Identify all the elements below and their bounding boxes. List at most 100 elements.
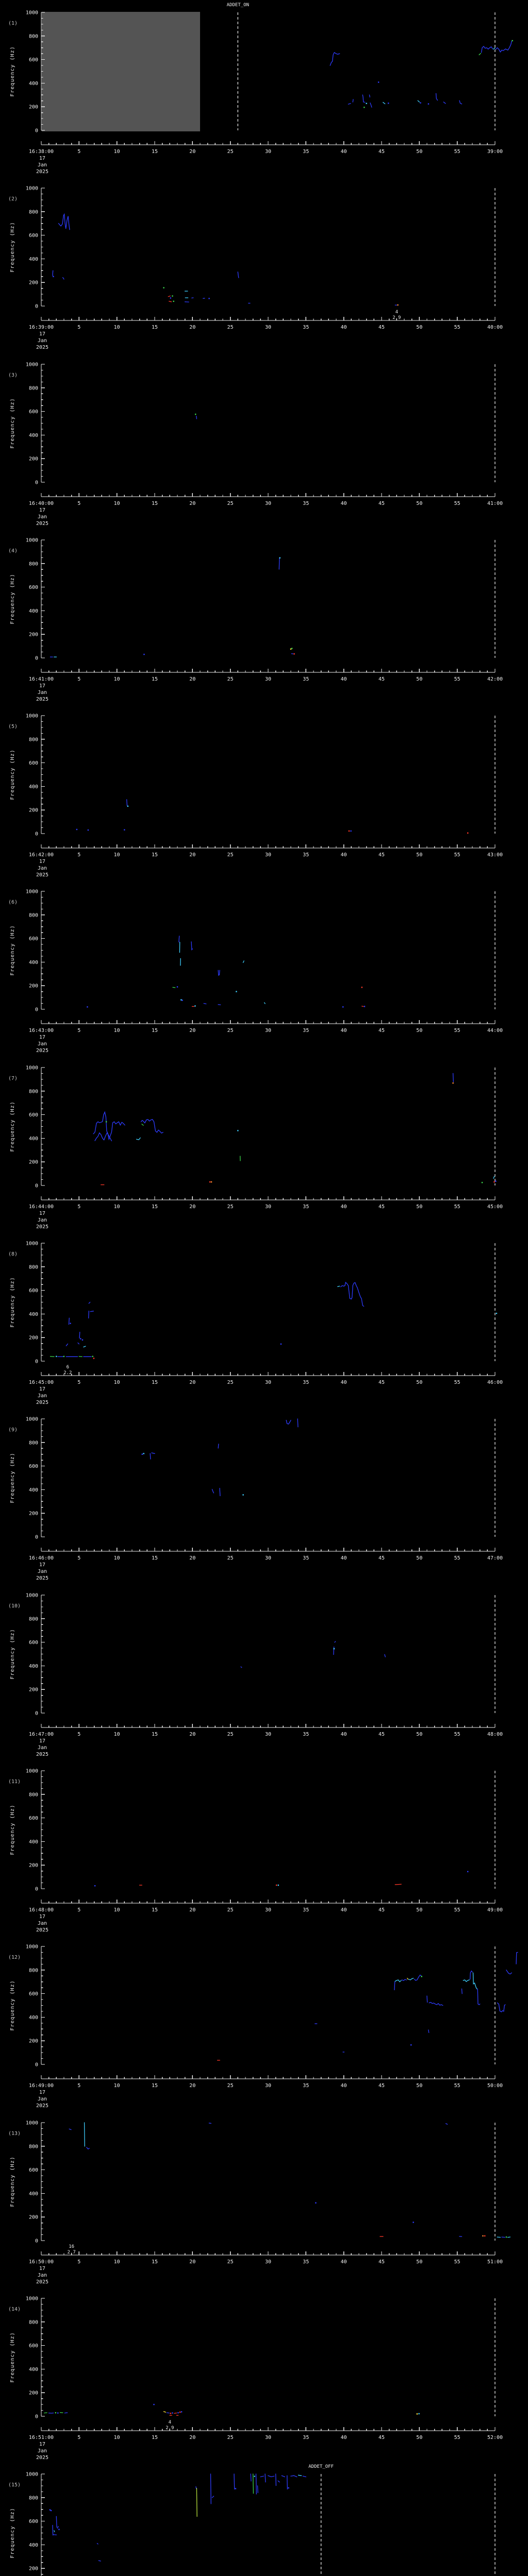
detection-trace [211, 2496, 214, 2498]
detections [44, 2403, 420, 2416]
x-tick-label: 55 [454, 1732, 460, 1737]
detection-trace [298, 2475, 302, 2477]
y-tick-label: 800 [29, 1616, 38, 1622]
detection-dot [53, 276, 54, 278]
y-tick-label: 200 [29, 632, 38, 638]
y-axis-title: Frequency (Hz) [10, 222, 15, 273]
event-count-label: 4 [169, 2420, 171, 2425]
x-tick-label: 35 [303, 325, 309, 330]
y-axis-title: Frequency (Hz) [10, 398, 15, 448]
detection-dot [421, 1976, 422, 1977]
axis-date-line: 2025 [36, 697, 48, 702]
detection-trace [168, 295, 171, 297]
x-tick-label: 30 [265, 2083, 271, 2089]
detection-trace [260, 2476, 264, 2478]
detection-dot [93, 1358, 95, 1359]
x-tick-label: 55 [454, 2259, 460, 2265]
detection-trace [507, 2236, 511, 2238]
y-tick-label: 1000 [26, 186, 38, 192]
x-tick-label: 25 [227, 2435, 234, 2441]
y-tick-label: 1000 [26, 2120, 38, 2126]
axis-date-line: 17 [39, 1386, 45, 1392]
x-tick-label: 15 [152, 501, 158, 506]
x-tick-label: 20 [189, 1204, 195, 1210]
detection-dot [290, 648, 292, 650]
detection-dot [94, 1885, 96, 1887]
x-tick-label: 45 [378, 2435, 385, 2441]
panel-number-label: (15) [8, 2482, 21, 2488]
detection-dot [342, 1006, 344, 1008]
x-tick-label: 5 [77, 2083, 80, 2089]
detection-dot [176, 986, 178, 988]
x-tick-label: 50 [416, 676, 422, 682]
detection-trace [493, 1176, 495, 1179]
x-tick-label: 5 [77, 676, 80, 682]
y-tick-label: 600 [29, 937, 38, 942]
detection-dot [92, 1355, 93, 1358]
y-tick-label: 0 [35, 655, 38, 661]
panel-number-label: (2) [8, 196, 18, 202]
detection-trace [68, 1317, 70, 1325]
detection-dot [141, 1453, 143, 1455]
axis-date-line: Jan [38, 1569, 47, 1574]
x-tick-label: 50 [416, 1732, 422, 1737]
y-axis-title: Frequency (Hz) [10, 1980, 15, 2031]
detection-dot [484, 2235, 486, 2236]
y-tick-label: 0 [35, 1710, 38, 1716]
panel-number-label: (1) [8, 21, 18, 26]
detection-trace [218, 970, 220, 976]
detection-trace [408, 1978, 414, 1980]
detections [69, 2122, 511, 2238]
x-tick-label: 45 [378, 325, 385, 330]
detection-trace [62, 277, 64, 280]
detection-trace [497, 2002, 506, 2013]
y-tick-label: 0 [35, 1183, 38, 1189]
detection-dot [348, 830, 350, 832]
y-tick-label: 1000 [26, 537, 38, 543]
detection-dot [418, 2413, 420, 2414]
panel-svg-4: 0 200 400 600 800 1000 Frequency (Hz) (4) 16:41:… [8, 537, 503, 702]
y-tick-label: 200 [29, 2214, 38, 2220]
x-tick-label: 16:47:00 [29, 1732, 54, 1737]
x-tick-label: 10 [114, 325, 120, 330]
x-tick-label: 45 [378, 501, 385, 506]
detection-trace [370, 103, 372, 108]
detection-trace [290, 2475, 298, 2478]
detections [87, 936, 366, 1008]
y-tick-label: 400 [29, 257, 38, 262]
x-tick-label: 10 [114, 2435, 120, 2441]
y-tick-label: 400 [29, 960, 38, 965]
x-tick-label: 5 [77, 1555, 80, 1561]
detection-trace [65, 1343, 69, 1347]
axis-date-line: 2025 [36, 1927, 48, 1933]
detection-dot [143, 653, 145, 655]
y-tick-label: 800 [29, 561, 38, 567]
detection-dot [388, 103, 389, 104]
detection-trace [428, 2029, 430, 2033]
detection-dot [235, 2488, 237, 2489]
y-tick-label: 400 [29, 608, 38, 614]
detection-trace [481, 46, 493, 53]
detection-dot [55, 2412, 57, 2414]
y-tick-label: 0 [35, 1007, 38, 1013]
x-tick-label: 48:00 [487, 1732, 503, 1737]
detections [52, 213, 399, 306]
x-tick-label: 5 [77, 852, 80, 858]
detection-dot [172, 295, 173, 297]
detection-dot [288, 2487, 289, 2489]
spectrogram-panel-9: 0 200 400 600 800 1000 Frequency (Hz) (9) 16:46:… [0, 1406, 528, 1583]
x-tick-label: 10 [114, 2259, 120, 2265]
event-magnitude-label: 2.9 [166, 2426, 174, 2431]
detection-trace [56, 2516, 57, 2528]
x-tick-label: 16:39:00 [29, 325, 54, 330]
axis-date-line: 2025 [36, 1575, 48, 1581]
x-tick-label: 5 [77, 1380, 80, 1385]
data-gap-mask [42, 12, 200, 131]
x-tick-label: 5 [77, 2435, 80, 2441]
x-tick-label: 45 [378, 676, 385, 682]
spectrogram-panel-1: 0 200 400 600 800 1000 Frequency (Hz) (1) 16:38:… [0, 0, 528, 176]
detection-dot [127, 805, 129, 807]
